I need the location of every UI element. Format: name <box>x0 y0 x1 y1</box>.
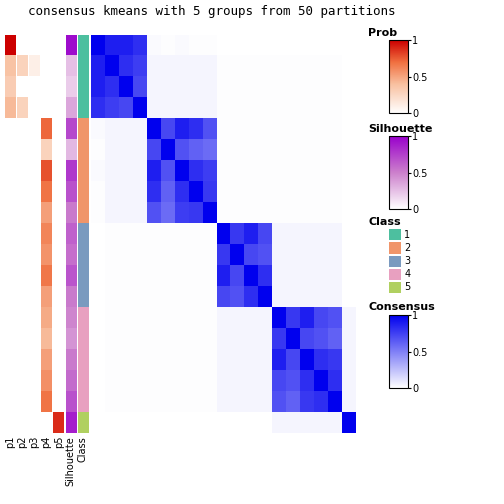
Text: p2: p2 <box>18 436 27 449</box>
Text: 4: 4 <box>404 269 410 279</box>
Text: p1: p1 <box>6 436 15 449</box>
Text: Silhouette: Silhouette <box>66 436 76 486</box>
Text: Class: Class <box>78 436 88 462</box>
Text: 1: 1 <box>404 230 410 240</box>
Text: consensus kmeans with 5 groups from 50 partitions: consensus kmeans with 5 groups from 50 p… <box>28 5 396 18</box>
Text: p3: p3 <box>30 436 39 449</box>
Text: Class: Class <box>368 217 401 227</box>
Text: 3: 3 <box>404 256 410 266</box>
Text: p4: p4 <box>42 436 51 449</box>
Text: Consensus: Consensus <box>368 302 435 312</box>
Text: Silhouette: Silhouette <box>368 123 433 134</box>
Text: 5: 5 <box>404 282 410 292</box>
Text: Prob: Prob <box>368 28 398 38</box>
Text: p5: p5 <box>54 436 64 449</box>
Text: 2: 2 <box>404 243 410 253</box>
